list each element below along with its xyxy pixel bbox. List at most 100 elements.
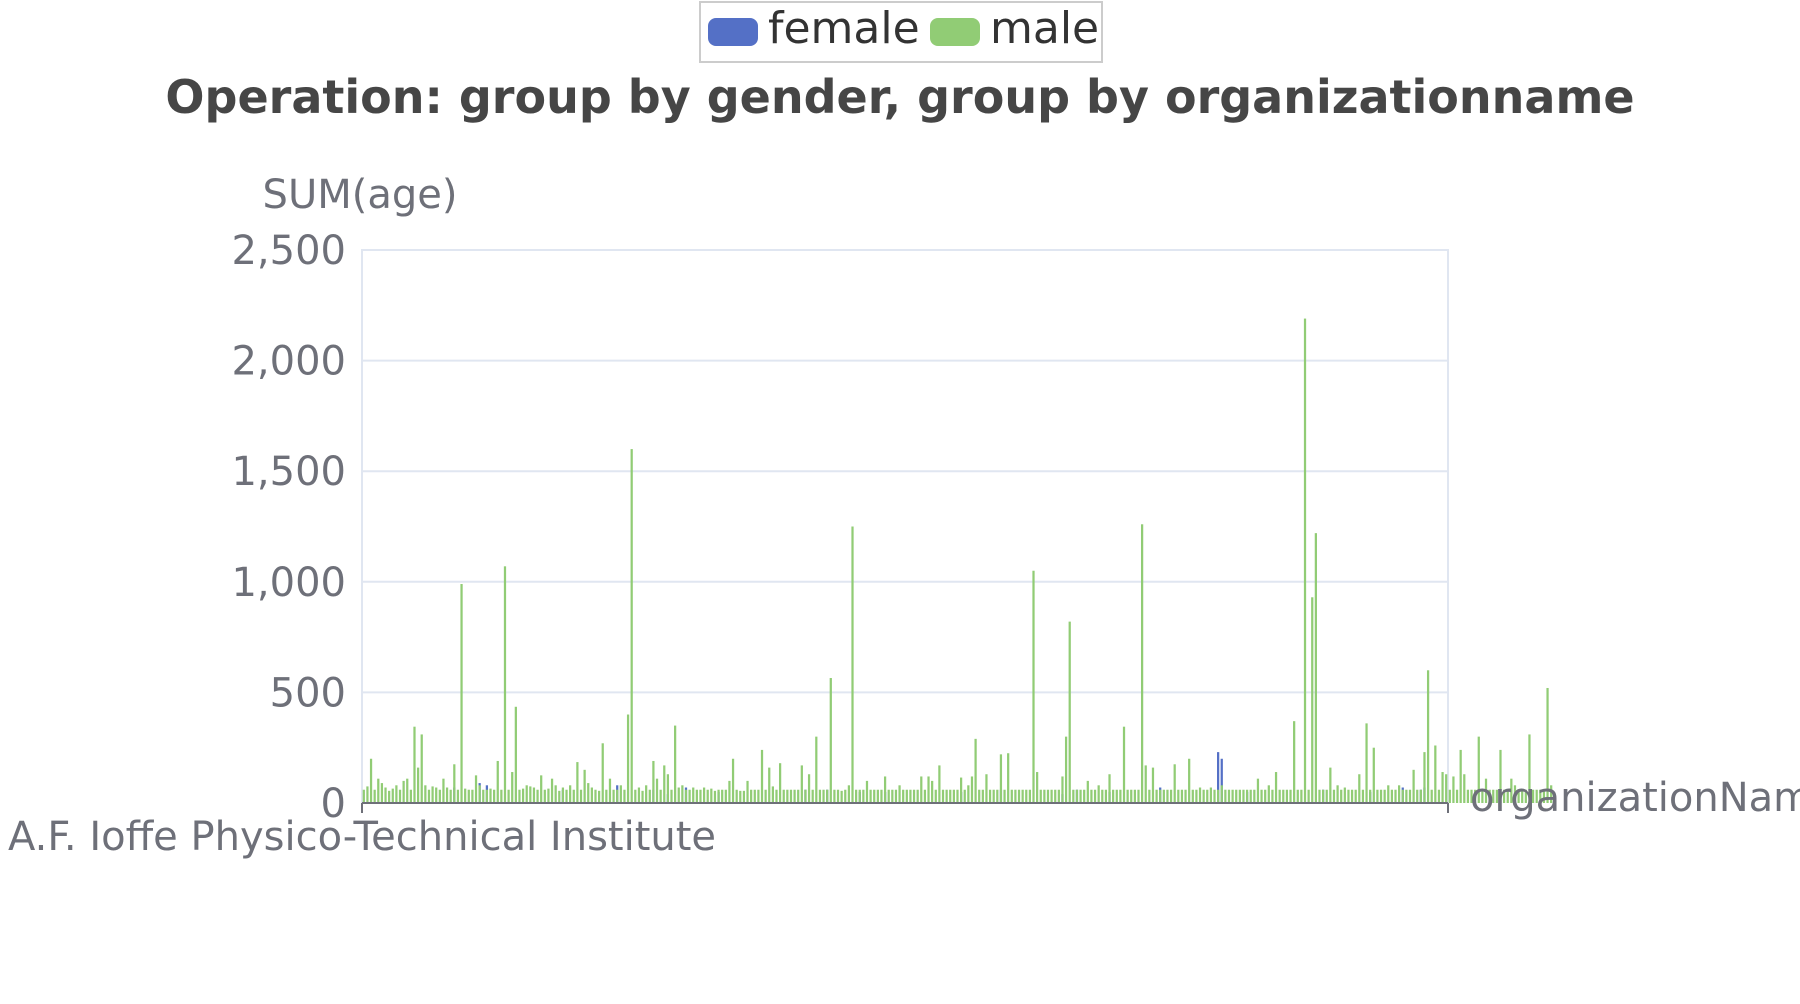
bar-male [449,789,452,803]
bar-male [594,789,597,803]
bar-male [887,789,890,803]
plot-border [361,249,1449,804]
bar-male [1325,789,1328,803]
bar-male [1021,789,1024,803]
bar-male [388,790,391,803]
bar-male [601,743,604,803]
bar-male [1144,765,1147,803]
bar-male [1072,789,1075,803]
bar-male [771,786,774,803]
bar-male [1036,772,1039,803]
bar-male [1401,789,1404,803]
bar-male [547,788,550,803]
bar-male [1463,774,1466,803]
bar-male [1430,789,1433,803]
bar-male [1231,789,1234,803]
y-axis-ticks: 0 500 1,000 1,500 2,000 2,500 [231,228,346,827]
bar-male [1285,789,1289,803]
bar-male [974,738,977,803]
bar-male [927,776,930,803]
bar-male [373,789,376,803]
bar-male [670,789,673,803]
bar-male [760,749,764,803]
bar-male [1517,789,1520,803]
bar-male [1314,533,1317,803]
bar-male [536,789,539,803]
bar-male [590,787,593,803]
bar-male [424,785,427,803]
bar-male [1010,789,1013,803]
bar-male [525,785,528,803]
bar-male [778,763,782,803]
legend-swatch-female[interactable] [708,18,758,46]
bar-male [569,785,572,803]
bar-male [616,789,619,803]
bar-male [710,788,713,803]
bar-male [840,790,843,803]
bar-male [1484,778,1488,803]
bar-male [1303,318,1307,803]
legend-label-male[interactable]: male [990,3,1099,54]
bar-male [742,790,746,803]
bar-male [550,778,554,803]
bar-male [558,790,561,803]
legend[interactable]: female male [699,1,1103,63]
bar-male [713,790,717,803]
bar-male [1492,789,1495,803]
bar-male [789,789,793,803]
y-tick-label: 1,500 [231,449,346,495]
bar-male [1039,789,1042,803]
bar-male [666,774,670,803]
bar-male [1419,789,1422,803]
bar-male [1256,778,1260,803]
bar-male [464,788,467,803]
bar-male [1159,789,1162,803]
bar-male [398,789,402,803]
bar-male [833,789,836,803]
bar-male [721,789,724,803]
bar-male [442,778,445,803]
bar-male [1495,789,1498,803]
bar-male [529,786,532,803]
legend-label-female[interactable]: female [768,3,920,54]
bar-male [912,789,916,803]
bar-male [1448,789,1451,803]
bar-male [608,778,612,803]
bar-male [807,774,811,803]
bar-male [988,789,992,803]
bar-male [684,789,688,803]
bar-male [970,776,974,803]
bar-male [1390,789,1394,803]
bar-male [489,788,492,803]
bar-male [1169,789,1173,803]
bar-male [576,762,579,803]
bar-male [1046,789,1050,803]
bar-male [1510,778,1513,803]
bar-male [898,785,901,803]
bar-male [952,789,955,803]
bar-male [518,789,521,803]
bar-male [750,789,753,803]
bar-male [503,566,507,803]
bar-male [1274,772,1278,803]
bar-male [815,736,818,803]
bar-male [829,678,832,803]
bar-male [981,789,984,803]
bar-male [1054,789,1057,803]
bar-male [1289,789,1292,803]
bar-male [1379,789,1383,803]
bar-male [605,789,608,803]
bar-male [1104,789,1108,803]
legend-swatch-male[interactable] [930,18,980,46]
bar-male [1499,749,1502,803]
bar-male [1300,789,1303,803]
bar-male [1307,789,1310,803]
bar-male [1531,789,1535,803]
bar-male [453,764,456,803]
bar-male [659,789,662,803]
y-tick-label: 1,000 [231,560,346,606]
bar-male [1477,736,1480,803]
bar-male [1474,789,1477,803]
bar-male [931,780,934,803]
bar-male [1166,789,1169,803]
